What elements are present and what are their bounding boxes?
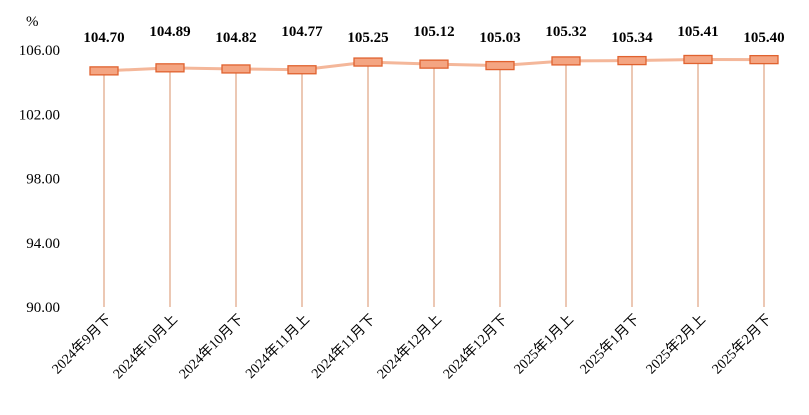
- x-tick-label: 2024年11月下: [308, 312, 378, 382]
- data-label: 105.03: [479, 30, 520, 46]
- markers: [89, 54, 779, 76]
- x-tick-label: 2024年12月下: [440, 312, 511, 383]
- y-unit-label: %: [26, 14, 39, 30]
- data-label: 104.89: [149, 24, 190, 40]
- data-label: 105.34: [611, 30, 653, 46]
- data-label: 105.32: [545, 24, 586, 40]
- data-point-marker: [485, 60, 515, 71]
- x-tick-label: 2024年11月上: [242, 312, 312, 382]
- data-point-marker: [551, 56, 581, 66]
- data-point-marker: [287, 65, 317, 75]
- x-tick-label: 2024年9月下: [49, 312, 115, 378]
- y-tick-label: 106.00: [19, 43, 60, 59]
- data-labels: 104.70 104.89 104.82 104.77 105.25 105.12 105.…: [83, 24, 784, 46]
- y-tick-label: 90.00: [26, 300, 60, 316]
- data-point-marker: [683, 54, 713, 65]
- x-tick-label: 2025年1月上: [511, 312, 577, 378]
- x-tick-label: 2024年10月上: [110, 312, 181, 383]
- data-point-marker: [221, 64, 251, 74]
- x-tick-label: 2025年2月下: [709, 312, 775, 378]
- y-tick-label: 98.00: [26, 172, 60, 188]
- data-point-marker: [155, 63, 185, 73]
- data-point-marker: [89, 66, 119, 76]
- drop-lines: [103, 59, 765, 307]
- x-tick-label: 2024年12月上: [374, 312, 445, 383]
- data-label: 105.40: [743, 30, 784, 46]
- y-tick-label: 102.00: [19, 107, 60, 123]
- x-tick-label: 2024年10月下: [176, 312, 247, 383]
- data-label: 105.25: [347, 30, 388, 46]
- data-point-marker: [749, 54, 779, 65]
- data-point-marker: [419, 59, 449, 69]
- data-point-marker: [353, 57, 383, 67]
- data-point-marker: [617, 55, 647, 66]
- x-axis: 2024年9月下2024年10月上2024年10月下2024年11月上2024年…: [49, 312, 775, 383]
- x-tick-label: 2025年1月下: [577, 312, 643, 378]
- x-tick-label: 2025年2月上: [643, 312, 709, 378]
- data-label: 105.12: [413, 24, 454, 40]
- data-label: 104.77: [281, 24, 323, 40]
- y-tick-label: 94.00: [26, 236, 60, 252]
- data-label: 105.41: [677, 24, 718, 40]
- y-axis: 90.00 94.00 98.00 102.00 106.00: [19, 43, 60, 316]
- data-label: 104.82: [215, 30, 256, 46]
- data-label: 104.70: [83, 30, 124, 46]
